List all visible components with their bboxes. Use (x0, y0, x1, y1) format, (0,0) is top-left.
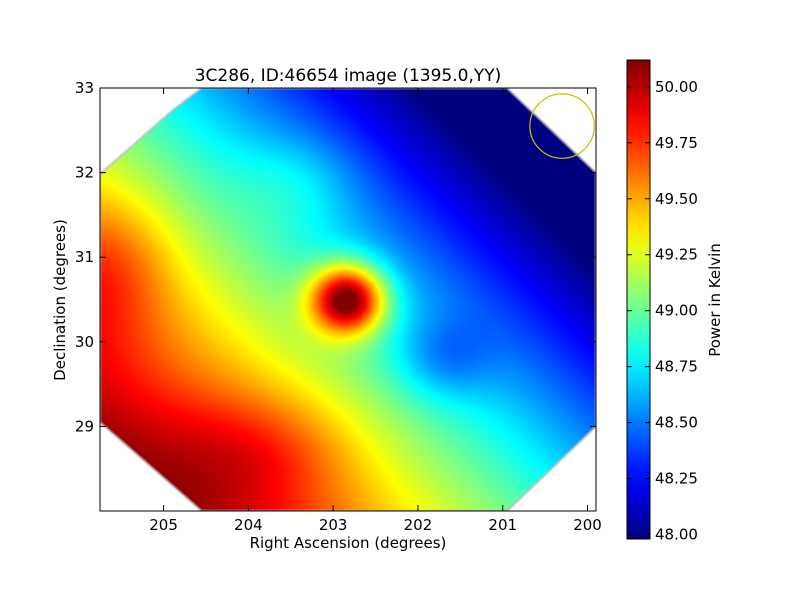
colorbar: 48.00 48.25 48.50 48.75 49.00 49.25 49.50 49.75… (626, 59, 724, 544)
field-edge (100, 88, 596, 511)
x-tick-label: 200 (573, 516, 602, 534)
colorbar-tick-label: 48.50 (655, 414, 698, 432)
y-tick-label: 29 (75, 417, 94, 435)
colorbar-gradient (626, 59, 651, 540)
colorbar-ticks: 48.00 48.25 48.50 48.75 49.00 49.25 49.50 49.75… (627, 78, 698, 544)
x-tick-label: 203 (319, 516, 348, 534)
beam-circle (529, 93, 595, 159)
colorbar-tick-label: 48.75 (655, 358, 698, 376)
y-tick-label: 30 (75, 333, 94, 351)
x-axis-label: Right Ascension (degrees) (250, 534, 447, 552)
colorbar-tick-label: 49.00 (655, 302, 698, 320)
colorbar-label: Power in Kelvin (706, 243, 724, 357)
y-tick-label: 33 (75, 79, 94, 97)
x-axis: 205 204 203 202 201 200 (149, 88, 602, 534)
x-tick-label: 202 (404, 516, 433, 534)
y-axis-label: Declination (degrees) (51, 219, 69, 381)
y-tick-label: 31 (75, 248, 94, 266)
y-tick-label: 32 (75, 164, 94, 182)
colorbar-tick-label: 49.50 (655, 190, 698, 208)
y-axis: 29 30 31 32 33 (75, 79, 596, 435)
x-tick-label: 205 (149, 516, 178, 534)
colorbar-tick-label: 50.00 (655, 78, 698, 96)
colorbar-tick-label: 48.25 (655, 470, 698, 488)
colorbar-tick-label: 48.00 (655, 526, 698, 544)
plot-frame (99, 87, 597, 512)
chart-title: 3C286, ID:46654 image (1395.0,YY) (195, 66, 502, 86)
colorbar-tick-label: 49.75 (655, 134, 698, 152)
heatmap-area (100, 88, 596, 511)
heatmap-image (100, 88, 596, 511)
colorbar-tick-label: 49.25 (655, 246, 698, 264)
x-tick-label: 204 (234, 516, 263, 534)
x-tick-label: 201 (488, 516, 517, 534)
